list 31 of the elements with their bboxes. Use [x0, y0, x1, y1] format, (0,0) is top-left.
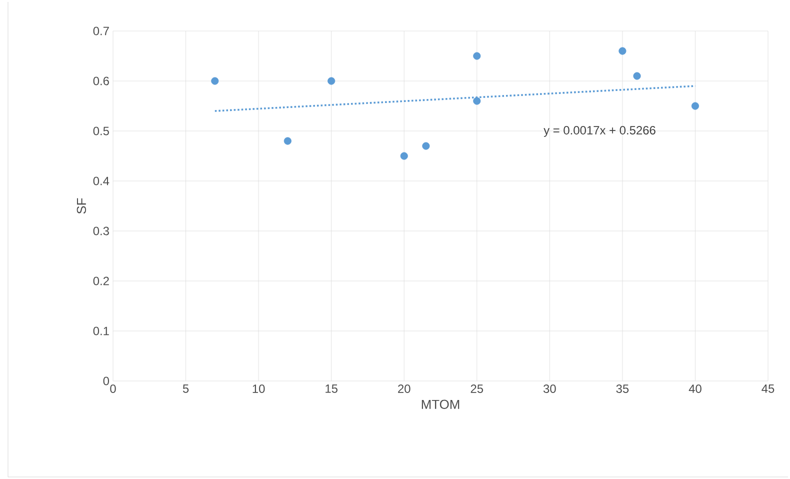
x-axis-title: MTOM	[422, 400, 460, 409]
x-tick-label: 0	[110, 384, 116, 393]
point	[473, 97, 481, 105]
annotation: y = 0.0017x + 0.5266	[544, 126, 656, 137]
x-tick-label: 20	[398, 384, 410, 393]
point	[618, 47, 626, 55]
y-tick-label: 0.4	[93, 176, 110, 186]
point	[422, 142, 430, 150]
x-tick-label: 45	[762, 384, 774, 393]
y-tick-label: 0.6	[93, 76, 109, 86]
point	[473, 52, 481, 60]
point	[284, 137, 292, 145]
x-tick-label: 10	[252, 384, 265, 393]
x-tick-label: 40	[688, 384, 702, 393]
x-tick-label: 30	[543, 384, 556, 393]
point	[691, 102, 700, 110]
y-axis-title: SF	[76, 198, 86, 214]
x-tick-label: 25	[470, 384, 484, 393]
y-tick-label: 0.5	[93, 126, 109, 136]
x-tick-label: 35	[616, 384, 629, 393]
y-tick-label: 0.3	[93, 226, 109, 236]
point	[211, 77, 219, 85]
y-tick-label: 0	[103, 376, 110, 386]
x-tick-label: 5	[182, 384, 189, 393]
x-tick-label: 15	[326, 384, 338, 393]
y-tick-label: 0.7	[93, 26, 109, 36]
point	[633, 72, 641, 80]
point	[328, 77, 336, 85]
y-tick-label: 0.1	[93, 326, 109, 336]
y-tick-label: 0.2	[93, 276, 109, 286]
point	[400, 152, 408, 160]
